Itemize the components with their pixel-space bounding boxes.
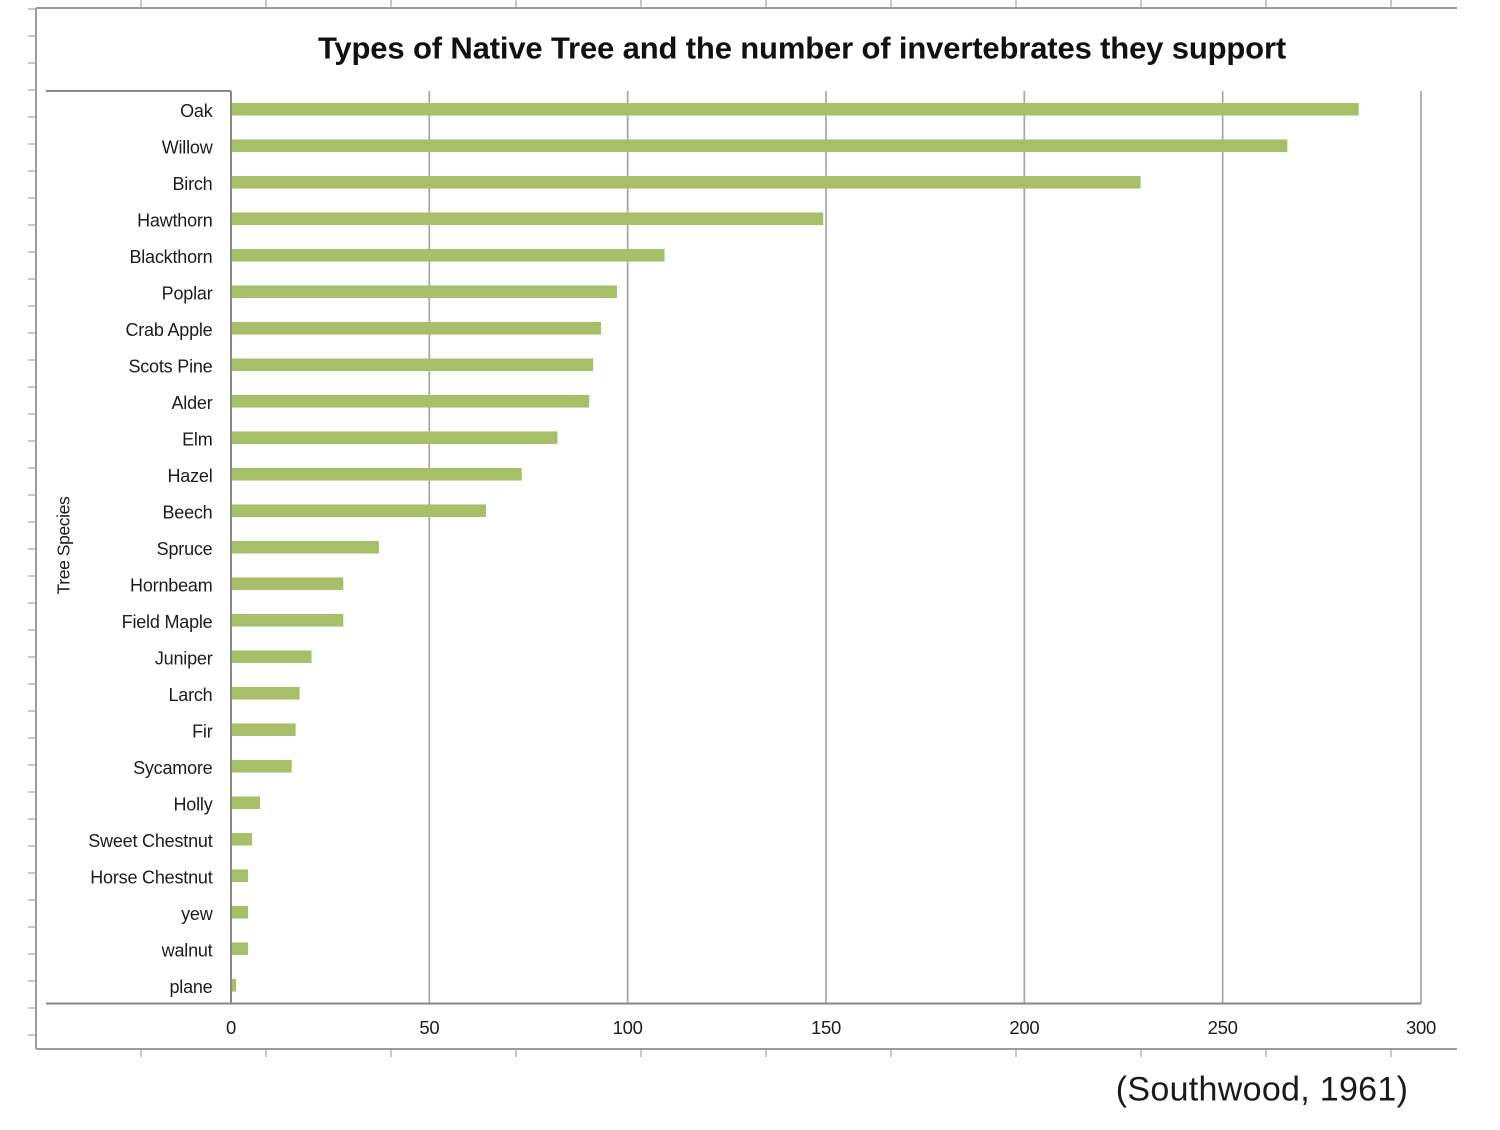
svg-text:Sycamore: Sycamore: [133, 758, 213, 778]
svg-text:Hazel: Hazel: [167, 466, 212, 486]
svg-text:0: 0: [226, 1017, 236, 1038]
svg-text:Sweet Chestnut: Sweet Chestnut: [88, 831, 212, 851]
svg-text:Hawthorn: Hawthorn: [137, 210, 212, 230]
svg-text:250: 250: [1208, 1017, 1238, 1038]
svg-text:Scots Pine: Scots Pine: [128, 356, 212, 376]
svg-text:yew: yew: [181, 904, 214, 924]
svg-text:(Southwood, 1961): (Southwood, 1961): [1116, 1071, 1408, 1109]
svg-text:300: 300: [1406, 1017, 1436, 1038]
svg-text:Elm: Elm: [182, 429, 212, 449]
svg-text:Oak: Oak: [180, 101, 214, 121]
svg-text:Hornbeam: Hornbeam: [130, 575, 212, 595]
svg-text:50: 50: [419, 1017, 439, 1038]
svg-text:200: 200: [1009, 1017, 1039, 1038]
svg-text:Tree Species: Tree Species: [54, 496, 74, 594]
svg-text:Field Maple: Field Maple: [122, 612, 213, 632]
svg-text:Crab Apple: Crab Apple: [125, 320, 212, 340]
svg-text:100: 100: [613, 1017, 643, 1038]
svg-text:walnut: walnut: [161, 940, 213, 960]
svg-text:Birch: Birch: [172, 174, 212, 194]
svg-text:150: 150: [811, 1017, 841, 1038]
svg-text:Types of Native Tree and the n: Types of Native Tree and the number of i…: [318, 31, 1286, 66]
svg-text:Juniper: Juniper: [155, 648, 213, 668]
svg-text:Holly: Holly: [173, 794, 212, 814]
svg-text:Beech: Beech: [162, 502, 212, 522]
svg-text:plane: plane: [169, 977, 212, 997]
svg-text:Spruce: Spruce: [157, 539, 213, 559]
svg-text:Horse Chestnut: Horse Chestnut: [90, 867, 212, 887]
svg-text:Poplar: Poplar: [162, 283, 213, 303]
svg-text:Fir: Fir: [192, 721, 213, 741]
svg-text:Alder: Alder: [171, 393, 212, 413]
svg-text:Blackthorn: Blackthorn: [129, 247, 212, 267]
svg-text:Larch: Larch: [168, 685, 212, 705]
svg-text:Willow: Willow: [162, 137, 214, 157]
